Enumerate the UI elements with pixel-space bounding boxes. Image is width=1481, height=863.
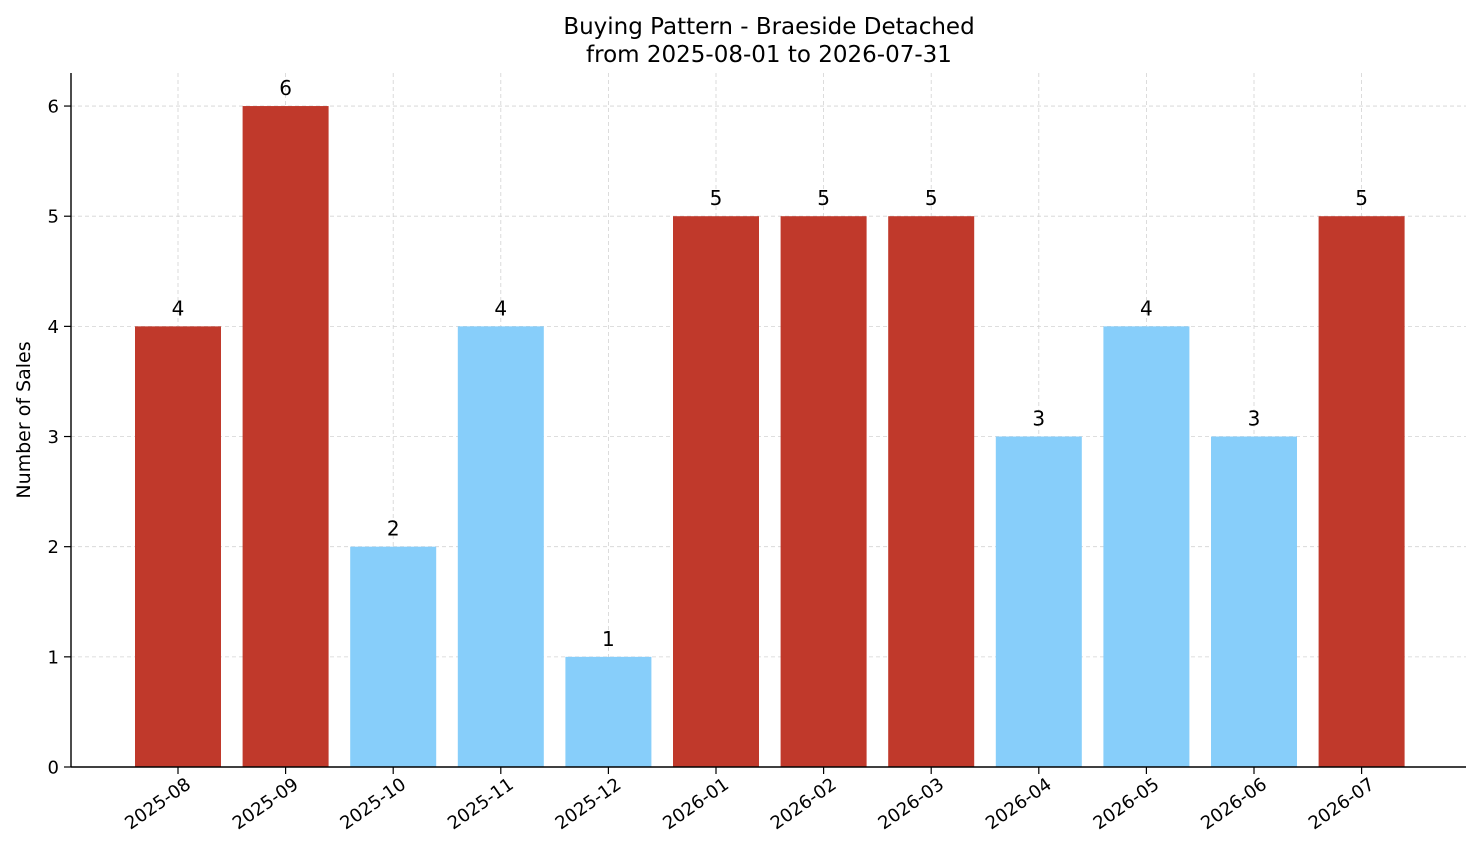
bars (135, 106, 1405, 768)
x-tick-label: 2026-03 (874, 774, 948, 834)
x-tick-label: 2025-08 (121, 774, 195, 834)
y-tick-label: 6 (48, 97, 59, 118)
bar-2026-07 (1318, 216, 1405, 767)
bar-value-label: 4 (172, 296, 185, 320)
bar-value-label: 5 (817, 186, 830, 210)
data-labels: 4 6 2 4 1 5 5 5 3 4 3 5 (172, 76, 1368, 651)
bar-value-label: 3 (1032, 407, 1045, 431)
chart-subtitle: from 2025-08-01 to 2026-07-31 (586, 42, 952, 68)
bar-value-label: 5 (925, 186, 938, 210)
bar-2026-06 (1211, 436, 1297, 767)
bar-2026-01 (673, 216, 759, 767)
x-tick-label: 2026-02 (767, 774, 841, 834)
bar-value-label: 5 (1355, 186, 1368, 210)
y-tick-label: 5 (48, 207, 59, 228)
bar-value-label: 4 (1140, 296, 1153, 320)
x-tick-label: 2025-09 (229, 774, 303, 834)
y-axis-label: Number of Sales (13, 341, 35, 498)
y-tick-label: 0 (48, 758, 59, 779)
bar-value-label: 2 (387, 517, 400, 541)
bar-2025-12 (565, 656, 652, 767)
bar-2026-03 (888, 216, 975, 767)
bar-2025-09 (242, 106, 329, 768)
bar-2026-04 (995, 436, 1082, 767)
x-tick-label: 2026-01 (659, 774, 733, 834)
bar-2026-02 (780, 216, 867, 767)
bar-2025-10 (350, 546, 437, 767)
y-tick-label: 3 (48, 427, 59, 448)
x-ticks: 2025-08 2025-09 2025-10 2025-11 2025-12 2026-… (121, 767, 1378, 834)
bar-value-label: 6 (279, 76, 292, 100)
bar-2025-08 (135, 326, 221, 767)
bar-2026-05 (1103, 326, 1190, 767)
chart-title: Buying Pattern - Braeside Detached (563, 14, 974, 40)
y-tick-label: 4 (48, 317, 59, 338)
x-tick-label: 2026-07 (1305, 774, 1379, 834)
x-tick-label: 2026-05 (1090, 774, 1164, 834)
y-tick-label: 1 (48, 647, 59, 668)
bar-value-label: 3 (1248, 407, 1261, 431)
bar-value-label: 4 (494, 296, 507, 320)
x-tick-label: 2026-04 (982, 774, 1056, 834)
axes (70, 73, 1466, 768)
x-tick-label: 2025-10 (336, 774, 410, 834)
y-ticks: 0 1 2 3 4 5 6 (48, 97, 71, 779)
bar-value-label: 5 (710, 186, 723, 210)
x-tick-label: 2026-06 (1197, 774, 1271, 834)
x-tick-label: 2025-11 (444, 774, 518, 834)
bar-value-label: 1 (602, 627, 615, 651)
y-tick-label: 2 (48, 537, 59, 558)
bar-2025-11 (457, 326, 544, 767)
x-tick-label: 2025-12 (552, 774, 626, 834)
